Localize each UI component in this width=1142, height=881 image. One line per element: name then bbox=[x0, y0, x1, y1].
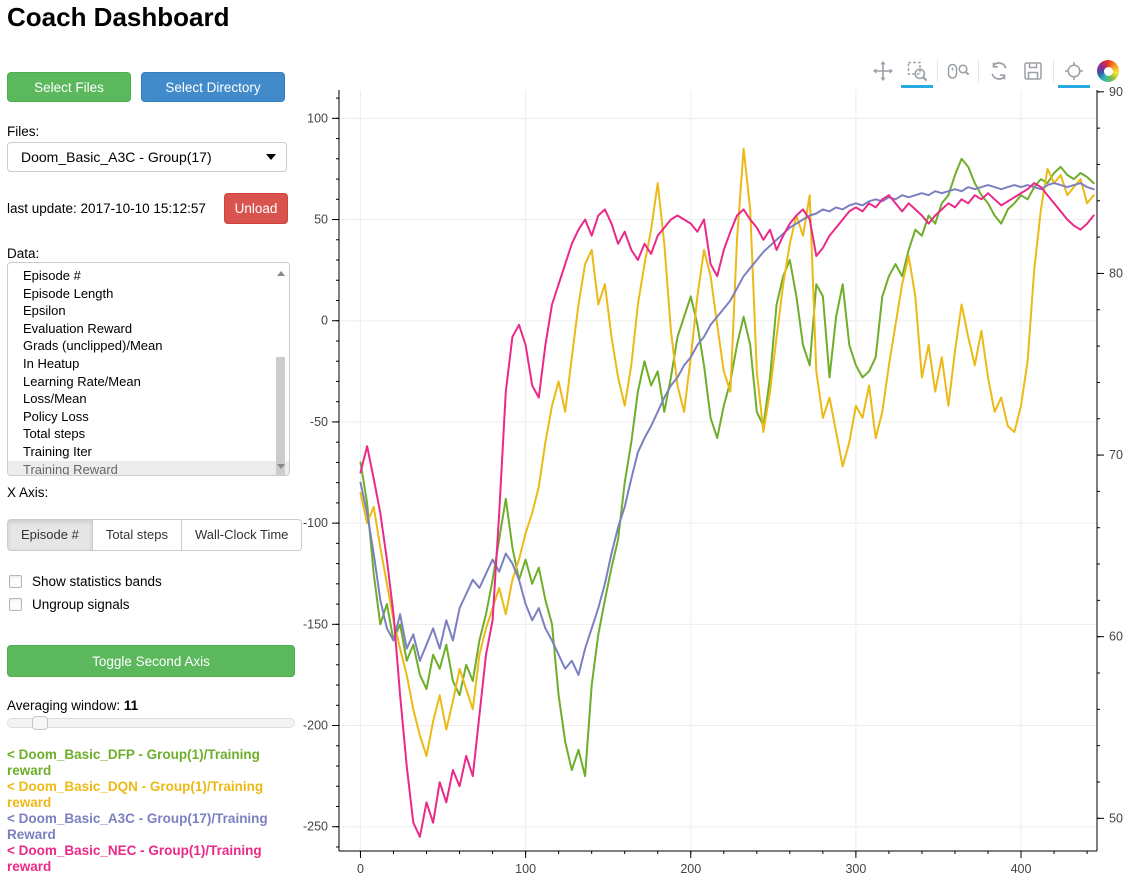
files-dropdown-value: Doom_Basic_A3C - Group(17) bbox=[21, 149, 212, 165]
axis-tick-label: 50 bbox=[314, 213, 328, 227]
axis-tick-label: 70 bbox=[1109, 448, 1123, 462]
data-listbox[interactable]: Episode # Episode Length Epsilon Evaluat… bbox=[7, 262, 290, 476]
toolbar-separator bbox=[978, 60, 979, 82]
axis-tick-label: 200 bbox=[680, 862, 701, 876]
hover-tool-icon[interactable] bbox=[1058, 59, 1090, 88]
series-line bbox=[359, 182, 1095, 838]
x-axis-option-episode[interactable]: Episode # bbox=[7, 519, 93, 551]
axis-tick-label: 100 bbox=[307, 111, 328, 125]
axis-tick-label: 300 bbox=[845, 862, 866, 876]
toggle-second-axis-button[interactable]: Toggle Second Axis bbox=[7, 645, 295, 677]
scroll-down-icon[interactable] bbox=[277, 464, 285, 469]
bokeh-toolbar bbox=[866, 59, 1125, 88]
averaging-window-slider[interactable] bbox=[7, 716, 295, 730]
scroll-up-icon[interactable] bbox=[277, 271, 285, 276]
list-item[interactable]: In Heatup bbox=[23, 355, 80, 371]
select-directory-button[interactable]: Select Directory bbox=[141, 72, 285, 102]
list-item[interactable]: Total steps bbox=[23, 426, 86, 442]
x-axis-option-total-steps[interactable]: Total steps bbox=[92, 519, 182, 551]
list-item[interactable]: Epsilon bbox=[23, 303, 66, 319]
x-axis-label: X Axis: bbox=[7, 485, 49, 500]
axis-tick-label: 0 bbox=[357, 862, 364, 876]
show-statistics-bands-checkbox[interactable] bbox=[9, 575, 22, 588]
list-item[interactable]: Loss/Mean bbox=[23, 391, 87, 407]
list-item[interactable]: Evaluation Reward bbox=[23, 320, 133, 336]
axis-tick-label: 80 bbox=[1109, 266, 1123, 280]
files-dropdown[interactable]: Doom_Basic_A3C - Group(17) bbox=[7, 142, 287, 172]
axis-tick-label: 0 bbox=[321, 314, 328, 328]
ungroup-signals-label: Ungroup signals bbox=[32, 597, 130, 612]
list-item[interactable]: Episode # bbox=[23, 268, 81, 283]
dropdown-caret-icon bbox=[266, 154, 276, 160]
data-label: Data: bbox=[7, 246, 40, 261]
axis-tick-label: -100 bbox=[303, 516, 328, 530]
last-update-text: last update: 2017-10-10 15:12:57 bbox=[7, 201, 206, 216]
toolbar-separator bbox=[1053, 60, 1054, 82]
x-axis-radio-group: Episode # Total steps Wall-Clock Time bbox=[7, 519, 303, 551]
list-item[interactable]: Episode Length bbox=[23, 285, 114, 301]
plot-canvas[interactable]: 100 50 0 -50 -100 -150 -200 -250 90 80 70 60 50 0 100 2… bbox=[300, 50, 1142, 881]
listbox-scrollbar[interactable] bbox=[275, 265, 287, 475]
list-item[interactable]: Training Iter bbox=[23, 443, 92, 459]
axis-tick-label: 100 bbox=[515, 862, 536, 876]
legend-entry-a3c[interactable]: < Doom_Basic_A3C - Group(17)/Training Re… bbox=[7, 811, 268, 842]
select-files-button[interactable]: Select Files bbox=[7, 72, 131, 102]
series-line bbox=[359, 147, 1095, 757]
slider-handle[interactable] bbox=[32, 716, 48, 730]
list-item[interactable]: Policy Loss bbox=[23, 408, 89, 424]
averaging-window-label: Averaging window: bbox=[7, 698, 121, 713]
show-statistics-bands-label: Show statistics bands bbox=[32, 574, 162, 589]
page-title: Coach Dashboard bbox=[7, 2, 230, 32]
list-item-selected[interactable]: Training Reward bbox=[8, 460, 289, 475]
series-line bbox=[359, 182, 1095, 676]
wheel-zoom-tool-icon[interactable] bbox=[946, 59, 970, 83]
chart-legend: < Doom_Basic_DFP - Group(1)/Training rew… bbox=[7, 747, 301, 875]
legend-entry-nec[interactable]: < Doom_Basic_NEC - Group(1)/Training rew… bbox=[7, 843, 262, 874]
box-zoom-tool-icon[interactable] bbox=[901, 59, 933, 88]
bokeh-logo-icon[interactable] bbox=[1096, 59, 1120, 83]
save-tool-icon[interactable] bbox=[1021, 59, 1045, 83]
averaging-window-value: 11 bbox=[123, 698, 139, 713]
list-item[interactable]: Learning Rate/Mean bbox=[23, 373, 141, 389]
legend-entry-dfp[interactable]: < Doom_Basic_DFP - Group(1)/Training rew… bbox=[7, 747, 260, 778]
toolbar-separator bbox=[937, 60, 938, 82]
series-line bbox=[359, 157, 1095, 778]
x-axis-option-wall-clock[interactable]: Wall-Clock Time bbox=[181, 519, 303, 551]
unload-button[interactable]: Unload bbox=[224, 193, 288, 224]
ungroup-signals-checkbox[interactable] bbox=[9, 598, 22, 611]
axis-tick-label: -150 bbox=[303, 617, 328, 631]
averaging-window-row: Averaging window: 11 bbox=[7, 698, 138, 713]
scrollbar-thumb[interactable] bbox=[276, 357, 285, 475]
axis-tick-label: -250 bbox=[303, 820, 328, 834]
axis-tick-label: 90 bbox=[1109, 85, 1123, 99]
ungroup-signals-row: Ungroup signals bbox=[9, 597, 130, 612]
axis-tick-label: -200 bbox=[303, 719, 328, 733]
list-item[interactable]: Grads (unclipped)/Mean bbox=[23, 338, 163, 354]
axis-tick-label: 400 bbox=[1011, 862, 1032, 876]
axis-tick-label: -50 bbox=[310, 415, 328, 429]
axis-tick-label: 50 bbox=[1109, 811, 1123, 825]
axis-tick-label: 60 bbox=[1109, 630, 1123, 644]
reset-tool-icon[interactable] bbox=[987, 59, 1011, 83]
files-label: Files: bbox=[7, 124, 40, 139]
pan-tool-icon[interactable] bbox=[871, 59, 895, 83]
show-statistics-bands-row: Show statistics bands bbox=[9, 574, 162, 589]
legend-entry-dqn[interactable]: < Doom_Basic_DQN - Group(1)/Training rew… bbox=[7, 779, 264, 810]
